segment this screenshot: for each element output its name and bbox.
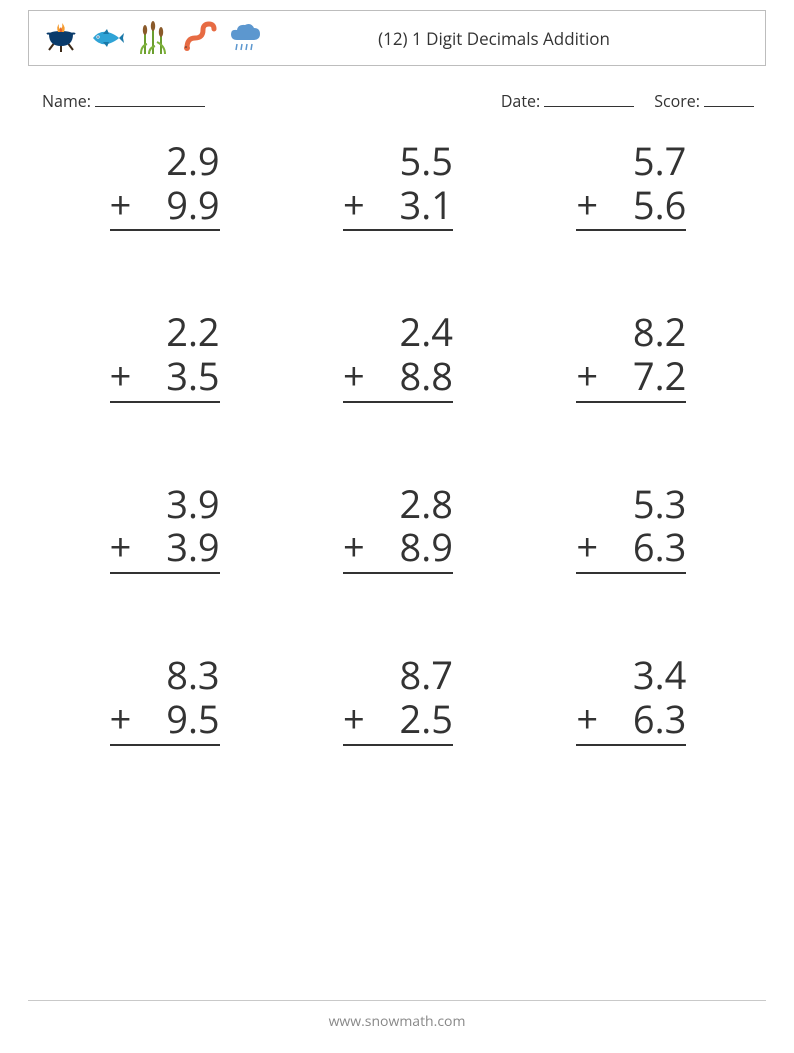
fish-icon (89, 20, 125, 56)
operand-bottom: 2.5 (400, 698, 453, 742)
date-field: Date: (501, 90, 634, 112)
operator: + (343, 526, 365, 570)
problem: 5.5+3.1 (281, 140, 514, 231)
worksheet-title: (12) 1 Digit Decimals Addition (263, 27, 765, 50)
header-box: (12) 1 Digit Decimals Addition (28, 10, 766, 66)
operand-top: 2.8 (343, 483, 453, 527)
operand-top: 2.9 (110, 140, 220, 184)
operand-bottom-row: +3.9 (110, 526, 220, 574)
operator: + (576, 526, 598, 570)
operand-bottom-row: +9.5 (110, 698, 220, 746)
problem: 5.7+5.6 (515, 140, 748, 231)
problems-grid: 2.9+9.95.5+3.15.7+5.62.2+3.52.4+8.88.2+7… (48, 140, 748, 746)
operand-bottom-row: +6.3 (576, 698, 686, 746)
problem: 2.8+8.9 (281, 483, 514, 574)
operator: + (110, 698, 132, 742)
operand-bottom-row: +3.1 (343, 184, 453, 232)
pot-icon (43, 20, 79, 56)
operator: + (110, 526, 132, 570)
operand-top: 5.3 (576, 483, 686, 527)
problem: 2.4+8.8 (281, 311, 514, 402)
operand-bottom-row: +6.3 (576, 526, 686, 574)
name-label: Name: (42, 90, 91, 112)
operator: + (576, 184, 598, 228)
operator: + (110, 184, 132, 228)
operand-bottom-row: +3.5 (110, 355, 220, 403)
operand-bottom-row: +2.5 (343, 698, 453, 746)
operand-bottom: 7.2 (633, 355, 686, 399)
operand-top: 5.7 (576, 140, 686, 184)
operator: + (343, 184, 365, 228)
cloud-icon (227, 20, 263, 56)
footer-text: www.snowmath.com (0, 1012, 794, 1031)
operand-bottom-row: +8.9 (343, 526, 453, 574)
operand-top: 2.4 (343, 311, 453, 355)
operand-top: 3.4 (576, 654, 686, 698)
operand-bottom: 3.5 (166, 355, 219, 399)
operand-bottom: 9.5 (166, 698, 219, 742)
score-label: Score: (654, 90, 700, 112)
operator: + (576, 698, 598, 742)
operator: + (110, 355, 132, 399)
operator: + (343, 698, 365, 742)
operand-top: 8.7 (343, 654, 453, 698)
operand-bottom: 5.6 (633, 184, 686, 228)
footer-divider (28, 1000, 766, 1001)
date-label: Date: (501, 90, 540, 112)
problem: 8.2+7.2 (515, 311, 748, 402)
problem: 8.7+2.5 (281, 654, 514, 745)
operand-top: 3.9 (110, 483, 220, 527)
operand-top: 2.2 (110, 311, 220, 355)
operand-bottom-row: +7.2 (576, 355, 686, 403)
score-blank[interactable] (704, 93, 754, 107)
header-icons (29, 20, 263, 56)
operand-bottom-row: +9.9 (110, 184, 220, 232)
reeds-icon (135, 20, 171, 56)
problem: 2.2+3.5 (48, 311, 281, 402)
info-row: Name: Date: Score: (42, 90, 754, 112)
operand-bottom: 6.3 (633, 526, 686, 570)
operand-bottom-row: +8.8 (343, 355, 453, 403)
problem: 3.4+6.3 (515, 654, 748, 745)
operand-bottom: 9.9 (166, 184, 219, 228)
operand-bottom: 6.3 (633, 698, 686, 742)
worm-icon (181, 20, 217, 56)
operand-bottom-row: +5.6 (576, 184, 686, 232)
operand-bottom: 3.1 (400, 184, 453, 228)
operator: + (343, 355, 365, 399)
operand-top: 8.2 (576, 311, 686, 355)
name-blank[interactable] (95, 93, 205, 107)
operand-bottom: 8.9 (400, 526, 453, 570)
operator: + (576, 355, 598, 399)
operand-bottom: 8.8 (400, 355, 453, 399)
problem: 3.9+3.9 (48, 483, 281, 574)
problem: 8.3+9.5 (48, 654, 281, 745)
date-blank[interactable] (544, 93, 634, 107)
problem: 5.3+6.3 (515, 483, 748, 574)
problem: 2.9+9.9 (48, 140, 281, 231)
score-field: Score: (654, 90, 754, 112)
operand-top: 5.5 (343, 140, 453, 184)
name-field: Name: (42, 90, 205, 112)
operand-bottom: 3.9 (166, 526, 219, 570)
operand-top: 8.3 (110, 654, 220, 698)
